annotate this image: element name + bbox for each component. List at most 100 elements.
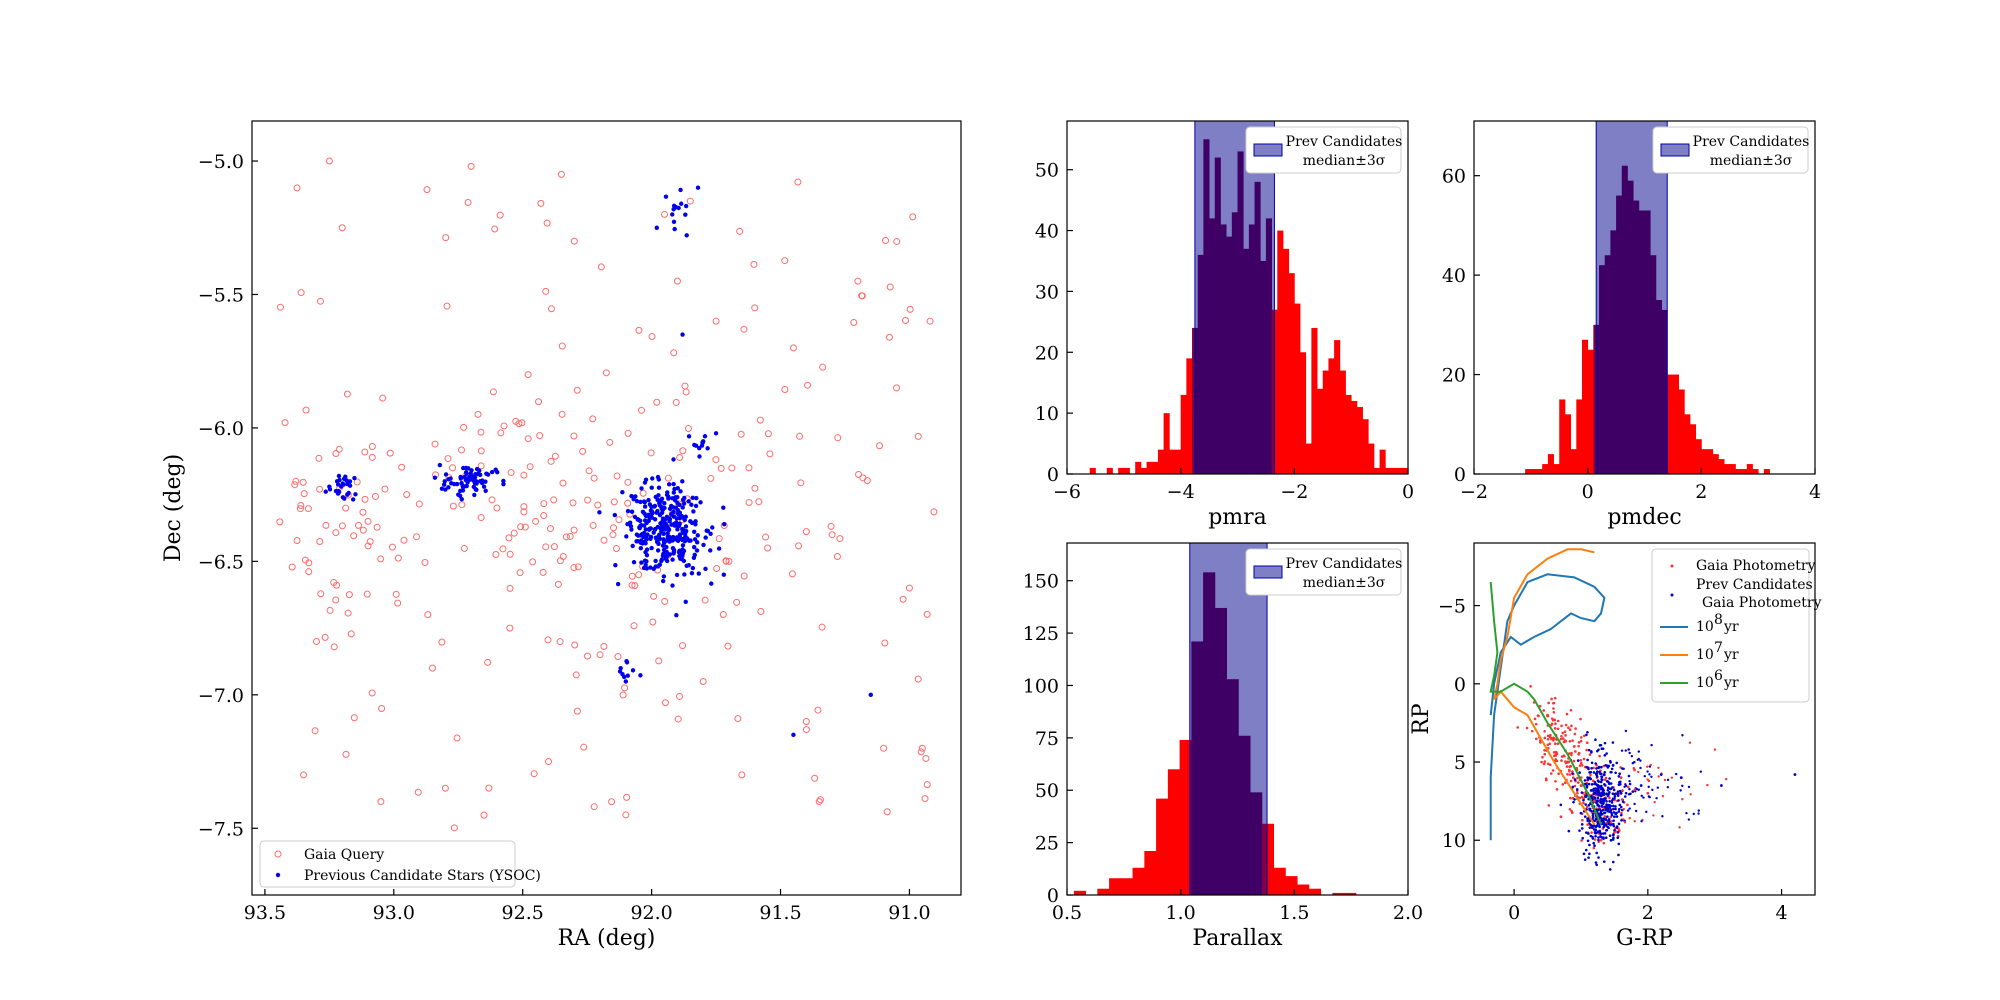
candidate-photometry-point: [1613, 815, 1616, 819]
candidate-photometry-point: [1611, 741, 1615, 744]
gaia-query-point: [540, 500, 548, 508]
gaia-query-point: [751, 484, 759, 492]
candidate-photometry-point: [1583, 815, 1587, 818]
gaia-query-point: [477, 447, 485, 455]
histogram-bar: [1277, 230, 1284, 474]
gaia-query-point: [610, 498, 618, 506]
candidate-photometry-point: [1622, 767, 1625, 770]
parallax-axes: 0.5 1.0 1.5 2.0 0 25 50 75 100 125 150 Parallax: [1023, 571, 1423, 951]
histogram-bar: [1672, 374, 1679, 474]
gaia-query-point: [449, 502, 457, 510]
gaia-photometry-point: [1579, 717, 1582, 721]
candidate-photometry-point: [1624, 729, 1628, 733]
gaia-photometry-point: [1577, 781, 1580, 784]
candidate-photometry-point: [1647, 795, 1651, 798]
candidate-star-point: [688, 519, 693, 524]
cmd-plot: [1489, 548, 1797, 871]
candidate-star-point: [639, 486, 644, 491]
gaia-query-point: [350, 532, 358, 540]
gaia-photometry-point: [1559, 815, 1563, 819]
histogram-bar: [1144, 851, 1157, 895]
candidate-photometry-point: [1591, 835, 1594, 839]
candidate-photometry-point: [1606, 786, 1610, 790]
gaia-query-point: [661, 210, 669, 218]
histogram-bar: [1282, 248, 1290, 474]
candidate-star-point: [654, 225, 659, 230]
gaia-query-point: [530, 770, 538, 778]
candidate-photometry-point: [1593, 819, 1596, 823]
candidate-photometry-point: [1591, 815, 1595, 819]
x-tick-label: 0.5: [1052, 902, 1082, 924]
gaia-query-point: [613, 472, 621, 480]
y-tick-label: 0: [1454, 674, 1466, 696]
candidate-photometry-point: [1588, 852, 1591, 856]
gaia-photometry-point: [1546, 713, 1549, 717]
median-3sigma-band: [1194, 121, 1275, 474]
candidate-star-point: [699, 443, 705, 448]
gaia-query-point: [431, 440, 439, 448]
x-axis-label: RA (deg): [558, 926, 656, 951]
candidate-photometry-point: [1650, 743, 1653, 747]
gaia-query-point: [639, 489, 647, 497]
gaia-query-point: [542, 543, 550, 551]
candidate-photometry-point: [1612, 819, 1615, 822]
histogram-bar: [1351, 400, 1358, 474]
candidate-photometry-point: [1594, 817, 1598, 821]
candidate-photometry-point: [1621, 800, 1625, 804]
gaia-query-point: [547, 457, 555, 465]
gaia-query-point: [394, 599, 402, 607]
candidate-star-point: [690, 565, 696, 571]
candidate-star-point: [446, 477, 451, 482]
histogram-bar: [1752, 469, 1759, 474]
median-3sigma-band: [1189, 543, 1268, 895]
candidate-photometry-point: [1597, 765, 1601, 769]
candidate-photometry-point: [1603, 818, 1606, 821]
gaia-query-point: [755, 498, 763, 506]
candidate-photometry-point: [1607, 782, 1611, 786]
candidate-star-point: [625, 521, 630, 527]
x-tick-label: 2: [1695, 481, 1707, 503]
gaia-photometry-point: [1626, 803, 1629, 807]
candidate-photometry-point: [1608, 777, 1611, 780]
gaia-query-point: [670, 349, 678, 357]
candidate-photometry-point: [1594, 828, 1597, 832]
candidate-photometry-point: [1617, 775, 1621, 778]
gaia-query-point: [854, 277, 862, 285]
candidate-photometry-point: [1573, 778, 1577, 781]
gaia-query-point: [335, 445, 343, 453]
gaia-query-point: [521, 523, 529, 531]
gaia-photometry-point: [1563, 781, 1567, 784]
candidate-star-point: [437, 462, 443, 468]
histogram-bar: [1402, 467, 1408, 474]
candidate-photometry-point: [1600, 784, 1603, 788]
gaia-photometry-point: [1553, 727, 1557, 730]
y-tick-label: −5: [1438, 596, 1466, 618]
candidate-photometry-point: [1633, 760, 1636, 764]
histogram-bar: [1089, 467, 1096, 474]
candidate-star-point: [632, 514, 638, 520]
candidate-star-point: [666, 496, 671, 501]
candidate-star-point: [477, 468, 482, 473]
candidate-photometry-point: [1645, 810, 1648, 814]
candidate-star-point: [669, 511, 675, 516]
x-tick-label: 2: [1642, 902, 1654, 924]
histogram-bar: [1328, 358, 1335, 474]
candidate-photometry-point: [1605, 764, 1609, 768]
gaia-query-point: [590, 803, 598, 811]
candidate-star-point: [649, 509, 655, 514]
candidate-photometry-point: [1619, 791, 1623, 795]
gaia-query-point: [441, 784, 449, 792]
candidate-star-point: [686, 499, 691, 504]
gaia-query-point: [596, 651, 604, 659]
candidate-star-point: [679, 551, 685, 556]
gaia-query-point: [679, 642, 687, 650]
gaia-query-point: [676, 692, 684, 700]
candidate-photometry-point: [1593, 824, 1596, 828]
candidate-star-point: [618, 665, 623, 671]
gaia-query-point: [796, 432, 804, 440]
cmd-frame: [1473, 542, 1816, 896]
candidate-star-point: [327, 484, 332, 489]
candidate-star-point: [716, 546, 722, 551]
sky-plot: [276, 157, 938, 832]
histogram-bar: [1106, 467, 1113, 474]
